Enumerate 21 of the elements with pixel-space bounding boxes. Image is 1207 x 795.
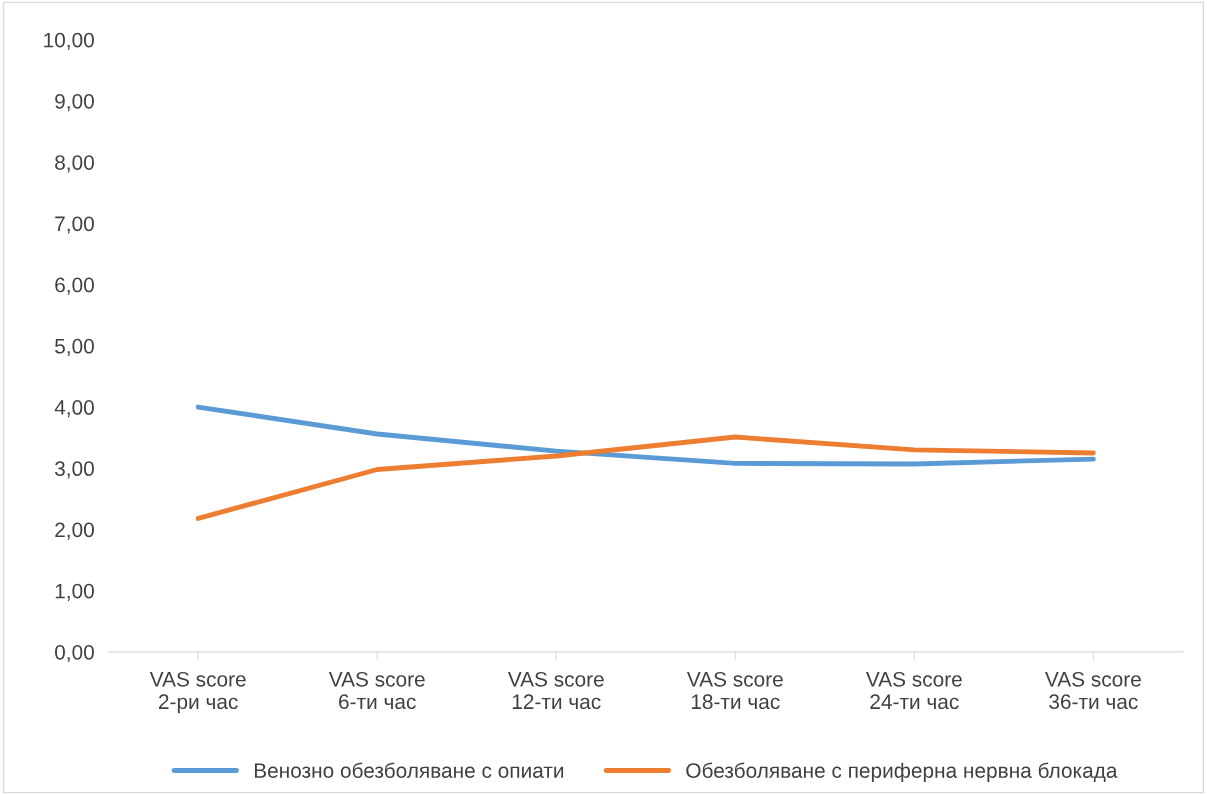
- x-tick-label: VAS score 36-ти час: [1044, 671, 1141, 710]
- legend-label: Обезболяване с периферна нервна блокада: [686, 762, 1118, 783]
- y-tick-label: 5,00: [55, 338, 94, 357]
- line-series: [195, 434, 1096, 521]
- y-tick-label: 7,00: [55, 216, 94, 234]
- y-tick-label: 8,00: [55, 155, 94, 173]
- y-tick-label: 6,00: [55, 277, 94, 295]
- x-tick-label: VAS score 18-ти час: [686, 671, 783, 710]
- x-tick-label: VAS score 24-ти час: [865, 671, 962, 710]
- y-tick-label: 2,00: [55, 522, 94, 540]
- x-tick-label: VAS score 6-ти час: [328, 671, 425, 710]
- y-tick-label: 10,00: [44, 32, 94, 50]
- legend-label: Венозно обезболяване с опиати: [254, 762, 564, 778]
- y-tick-label: 0,00: [55, 644, 94, 663]
- y-tick-label: 3,00: [54, 461, 94, 479]
- x-tick-label: VAS score 2-ри час: [149, 671, 246, 714]
- y-tick-label: 1,00: [55, 583, 94, 601]
- y-tick-label: 9,00: [55, 93, 94, 112]
- x-tick-label: VAS score 12-ти час: [507, 671, 604, 710]
- y-tick-label: 4,00: [54, 400, 94, 418]
- line-series: [195, 404, 1096, 467]
